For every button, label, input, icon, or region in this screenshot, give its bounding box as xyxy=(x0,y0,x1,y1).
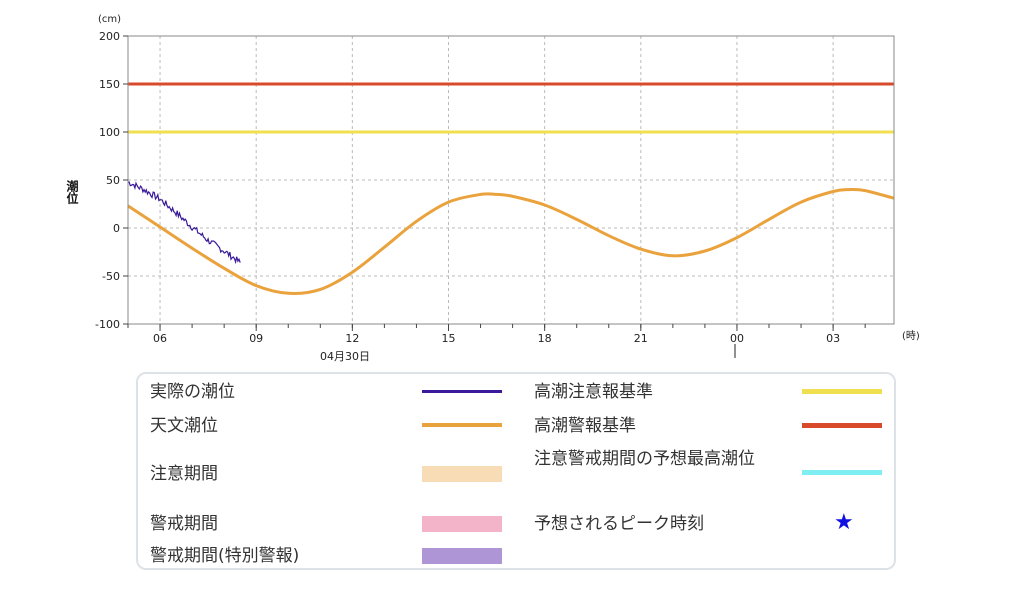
y-tick-label: 50 xyxy=(106,174,120,187)
x-unit-label: (時) xyxy=(902,330,920,342)
threshold-lines xyxy=(128,82,894,134)
legend-label-warning-period: 警戒期間 xyxy=(150,514,218,534)
y-tick-label: -100 xyxy=(95,318,120,331)
legend-swatch-actual-tide xyxy=(422,390,502,393)
y-tick-label: 0 xyxy=(113,222,120,235)
legend-label-storm-surge-warning-level: 高潮警報基準 xyxy=(534,416,636,436)
series-group xyxy=(127,181,895,295)
x-tick-label: 03 xyxy=(826,332,840,345)
tide-chart: (cm) (時) 潮位 04月30日 200 150 100 50 0 -50 -100 0… xyxy=(65,14,920,363)
legend-swatch-special-warning-period xyxy=(422,548,502,564)
y-ticks: 200 150 100 50 0 -50 -100 xyxy=(95,30,128,331)
date-label: 04月30日 xyxy=(320,350,370,363)
legend-label-peak-time: 予想されるピーク時刻 xyxy=(534,514,704,534)
star-icon: ★ xyxy=(834,510,854,535)
x-ticks: 06 09 12 15 18 21 00 03 xyxy=(127,324,866,345)
legend-swatch-predicted-max-tide xyxy=(802,470,882,475)
x-tick-label: 18 xyxy=(538,332,552,345)
x-tick-label: 00 xyxy=(730,332,744,345)
legend: 実際の潮位 天文潮位 注意期間 警戒期間 警戒期間(特別警報) 高潮注意報基準 … xyxy=(136,372,896,570)
x-tick-label: 09 xyxy=(249,332,263,345)
x-tick-label: 21 xyxy=(634,332,648,345)
y-tick-label: -50 xyxy=(102,270,120,283)
x-tick-label: 15 xyxy=(442,332,456,345)
legend-label-storm-surge-advisory-level: 高潮注意報基準 xyxy=(534,382,653,402)
legend-swatch-storm-surge-advisory-level xyxy=(802,389,882,394)
y-unit-label: (cm) xyxy=(98,14,121,25)
x-tick-label: 12 xyxy=(345,332,359,345)
legend-label-actual-tide: 実際の潮位 xyxy=(150,382,235,402)
legend-swatch-warning-period xyxy=(422,516,502,532)
legend-label-special-warning-period: 警戒期間(特別警報) xyxy=(150,546,300,566)
legend-label-astronomical-tide: 天文潮位 xyxy=(150,416,218,436)
y-tick-label: 150 xyxy=(99,78,120,91)
y-axis-label: 潮位 xyxy=(65,179,79,205)
series-line-actual-tide xyxy=(127,181,241,265)
legend-swatch-astronomical-tide xyxy=(422,423,502,427)
x-tick-label: 06 xyxy=(153,332,167,345)
legend-label-caution-period: 注意期間 xyxy=(150,464,218,484)
series-line-astronomical-tide xyxy=(127,187,895,295)
legend-swatch-caution-period xyxy=(422,466,502,482)
y-tick-label: 100 xyxy=(99,126,120,139)
y-tick-label: 200 xyxy=(99,30,120,43)
legend-swatch-storm-surge-warning-level xyxy=(802,423,882,428)
legend-label-predicted-max-tide: 注意警戒期間の予想最高潮位 xyxy=(534,449,755,469)
